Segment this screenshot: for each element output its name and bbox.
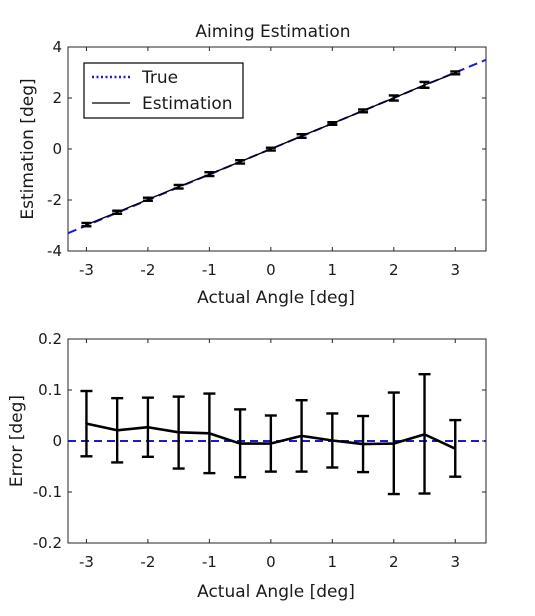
estimation-data-point xyxy=(85,223,88,226)
estimation-data-point xyxy=(361,109,365,112)
error-ytick-label: 0 xyxy=(52,432,62,450)
estimation-plot-area: -3 -2 -1 0 1 2 3 -4 -2 0 2 4 xyxy=(47,38,487,279)
estimation-ytick-label: -2 xyxy=(47,191,62,209)
estimation-data-point xyxy=(423,83,426,87)
error-xlabel: Actual Angle [deg] xyxy=(197,582,355,602)
error-xtick-label: -1 xyxy=(202,553,217,571)
estimation-ytick-label: 2 xyxy=(52,89,62,107)
estimation-data-point xyxy=(392,96,395,100)
error-ytick-label: -0.1 xyxy=(33,483,62,501)
estimation-series-group xyxy=(68,58,486,235)
error-plot-area: -3 -2 -1 0 1 2 3 -0.2 -0.1 0 0.1 0.2 xyxy=(33,330,487,571)
error-xtick-label: -2 xyxy=(140,553,155,571)
estimation-data-point xyxy=(331,122,334,125)
estimation-data-point xyxy=(115,211,119,214)
estimation-data-point xyxy=(269,147,273,151)
error-panel: Error [deg] Actual Angle [deg] -3 -2 -1 0 1 2… xyxy=(7,330,487,602)
error-ylabel: Error [deg] xyxy=(7,395,27,487)
estimation-data-point xyxy=(300,134,303,138)
error-xtick-label: 1 xyxy=(328,553,338,571)
estimation-data-point xyxy=(238,160,242,163)
estimation-data-point xyxy=(454,71,457,75)
estimation-xtick-label: 2 xyxy=(389,261,399,279)
error-data-point xyxy=(85,422,88,425)
estimation-panel: Aiming Estimation Estimation [deg] Actua… xyxy=(18,22,487,308)
error-xtick-label: 2 xyxy=(389,553,399,571)
error-data-point xyxy=(238,442,242,445)
estimation-xtick-label: 0 xyxy=(266,261,276,279)
legend-box xyxy=(83,62,244,119)
error-data-point xyxy=(177,431,180,434)
error-data-point xyxy=(115,429,119,432)
estimation-xtick-label: 3 xyxy=(450,261,460,279)
estimation-xtick-label: 1 xyxy=(328,261,338,279)
error-data-point xyxy=(423,433,426,436)
error-data-point xyxy=(454,447,457,450)
error-ytick-label: 0.2 xyxy=(38,330,62,348)
legend-true-label: True xyxy=(141,68,178,88)
error-data-point xyxy=(269,442,273,445)
error-data-point xyxy=(146,426,150,429)
error-data-point xyxy=(300,434,303,438)
estimation-data-point xyxy=(177,185,180,188)
error-xtick-label: 0 xyxy=(266,553,276,571)
estimation-xtick-label: -3 xyxy=(79,261,94,279)
legend-estimation-label: Estimation xyxy=(142,94,233,114)
estimation-xtick-label: -2 xyxy=(140,261,155,279)
estimation-ylabel: Estimation [deg] xyxy=(18,78,38,219)
estimation-title: Aiming Estimation xyxy=(195,22,350,42)
estimation-data-point xyxy=(146,198,150,201)
error-xtick-label: -3 xyxy=(79,553,94,571)
estimation-data-point xyxy=(208,173,211,176)
estimation-xlabel: Actual Angle [deg] xyxy=(197,288,355,308)
error-data-point xyxy=(361,442,365,446)
error-series-group xyxy=(68,372,486,496)
error-ytick-label: -0.2 xyxy=(33,534,62,552)
error-data-point xyxy=(208,432,211,435)
error-xtick-label: 3 xyxy=(450,553,460,571)
error-ytick-label: 0.1 xyxy=(38,381,62,399)
estimation-ytick-label: -4 xyxy=(47,242,62,260)
estimation-ytick-label: 4 xyxy=(52,38,62,56)
estimation-legend: True Estimation xyxy=(83,62,244,119)
estimation-ytick-label: 0 xyxy=(52,140,62,158)
error-data-point xyxy=(331,439,334,442)
error-data-point xyxy=(392,442,395,445)
estimation-xtick-label: -1 xyxy=(202,261,217,279)
